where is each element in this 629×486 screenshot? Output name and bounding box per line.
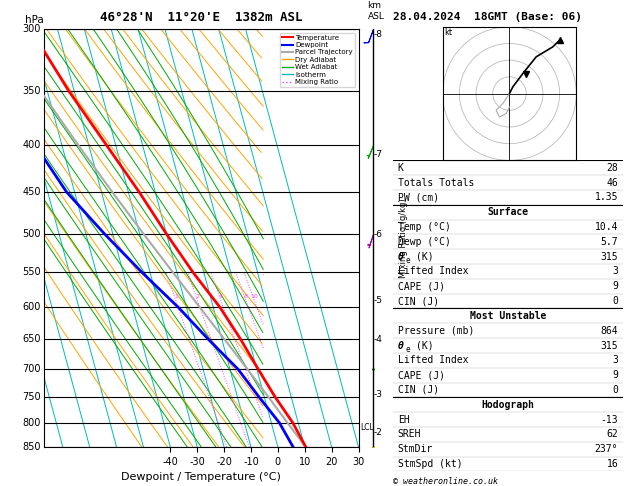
Text: -6: -6 — [374, 230, 382, 239]
Text: K: K — [398, 163, 404, 173]
Text: 600: 600 — [23, 302, 41, 312]
Text: 9: 9 — [612, 281, 618, 291]
Text: StmDir: StmDir — [398, 444, 433, 454]
Text: 1: 1 — [174, 294, 178, 298]
Text: 46: 46 — [606, 177, 618, 188]
Text: km
ASL: km ASL — [367, 1, 384, 21]
Text: CIN (J): CIN (J) — [398, 296, 439, 306]
Text: Surface: Surface — [487, 207, 528, 217]
Text: EH: EH — [398, 415, 409, 425]
Text: -13: -13 — [601, 415, 618, 425]
Text: 350: 350 — [23, 86, 41, 96]
Text: Lifted Index: Lifted Index — [398, 266, 468, 277]
Text: 62: 62 — [606, 430, 618, 439]
Text: 237°: 237° — [594, 444, 618, 454]
Text: Hodograph: Hodograph — [481, 400, 535, 410]
Text: 300: 300 — [23, 24, 41, 34]
Text: 1.35: 1.35 — [594, 192, 618, 202]
Text: -7: -7 — [374, 150, 382, 159]
Text: 650: 650 — [23, 334, 41, 345]
Text: PW (cm): PW (cm) — [398, 192, 439, 202]
Text: -4: -4 — [374, 335, 382, 344]
Text: 315: 315 — [601, 252, 618, 261]
Text: CAPE (J): CAPE (J) — [398, 370, 445, 380]
Text: 0: 0 — [612, 385, 618, 395]
Text: 750: 750 — [22, 392, 41, 402]
Text: 864: 864 — [601, 326, 618, 336]
Text: 4: 4 — [219, 294, 223, 298]
Legend: Temperature, Dewpoint, Parcel Trajectory, Dry Adiabat, Wet Adiabat, Isotherm, Mi: Temperature, Dewpoint, Parcel Trajectory… — [280, 33, 355, 87]
Text: 2: 2 — [196, 294, 199, 298]
Text: 500: 500 — [23, 229, 41, 239]
Text: 16: 16 — [606, 459, 618, 469]
Text: 3: 3 — [612, 266, 618, 277]
Text: (K): (K) — [416, 252, 434, 261]
Text: (K): (K) — [416, 341, 434, 350]
Text: 400: 400 — [23, 139, 41, 150]
Text: StmSpd (kt): StmSpd (kt) — [398, 459, 462, 469]
Text: θ: θ — [398, 252, 404, 261]
X-axis label: Dewpoint / Temperature (°C): Dewpoint / Temperature (°C) — [121, 472, 281, 483]
Text: Dewp (°C): Dewp (°C) — [398, 237, 450, 247]
Text: 700: 700 — [23, 364, 41, 374]
Text: e: e — [406, 345, 410, 354]
Text: kt: kt — [444, 28, 452, 37]
Text: 5.7: 5.7 — [601, 237, 618, 247]
Text: 315: 315 — [601, 341, 618, 350]
Text: 9: 9 — [612, 370, 618, 380]
Text: e: e — [406, 256, 410, 265]
Text: LCL: LCL — [360, 423, 374, 432]
Text: hPa: hPa — [25, 15, 44, 25]
Text: 28: 28 — [606, 163, 618, 173]
Text: Most Unstable: Most Unstable — [470, 311, 546, 321]
Text: 550: 550 — [22, 267, 41, 278]
Text: θ: θ — [398, 341, 404, 350]
Text: Temp (°C): Temp (°C) — [398, 222, 450, 232]
Text: CAPE (J): CAPE (J) — [398, 281, 445, 291]
Text: CIN (J): CIN (J) — [398, 385, 439, 395]
Text: 450: 450 — [23, 187, 41, 197]
Text: © weatheronline.co.uk: © weatheronline.co.uk — [393, 477, 498, 486]
Text: 3: 3 — [612, 355, 618, 365]
Title: 46°28'N  11°20'E  1382m ASL: 46°28'N 11°20'E 1382m ASL — [100, 11, 303, 24]
Text: 850: 850 — [23, 442, 41, 452]
Text: 28.04.2024  18GMT (Base: 06): 28.04.2024 18GMT (Base: 06) — [393, 12, 582, 22]
Text: -3: -3 — [374, 390, 382, 399]
Text: Pressure (mb): Pressure (mb) — [398, 326, 474, 336]
Text: 800: 800 — [23, 418, 41, 428]
Text: Totals Totals: Totals Totals — [398, 177, 474, 188]
Text: 10: 10 — [250, 294, 259, 298]
Text: Mixing Ratio (g/kg): Mixing Ratio (g/kg) — [399, 198, 408, 278]
Text: 8: 8 — [244, 294, 248, 298]
Text: -2: -2 — [374, 428, 382, 437]
Text: 0: 0 — [612, 296, 618, 306]
Text: 10.4: 10.4 — [594, 222, 618, 232]
Text: -5: -5 — [374, 296, 382, 305]
Text: Lifted Index: Lifted Index — [398, 355, 468, 365]
Text: SREH: SREH — [398, 430, 421, 439]
Text: -8: -8 — [374, 30, 382, 39]
